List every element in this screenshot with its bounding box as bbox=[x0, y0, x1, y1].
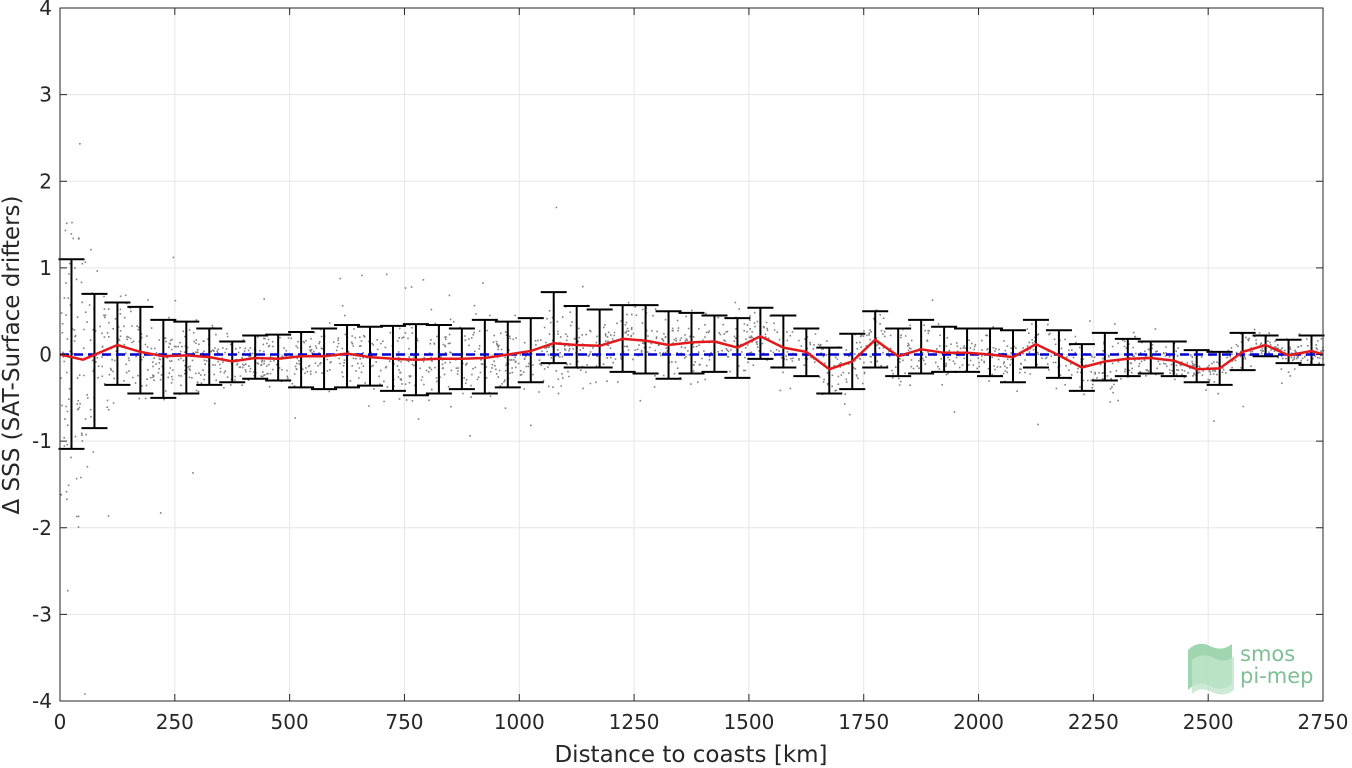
y-tick-label-0: -4 bbox=[32, 689, 52, 713]
error-bar-36 bbox=[885, 327, 912, 378]
error-bar-9 bbox=[265, 333, 292, 382]
error-bar-45 bbox=[1091, 331, 1118, 382]
x-tick-label-0: 0 bbox=[54, 710, 67, 734]
y-tick-label-1: -3 bbox=[32, 602, 52, 626]
error-bar-21 bbox=[540, 291, 567, 365]
error-bar-39 bbox=[954, 327, 981, 373]
y-tick-label-8: 4 bbox=[39, 0, 52, 20]
median-line bbox=[59, 335, 1324, 371]
error-bar-12 bbox=[334, 324, 361, 389]
x-tick-label-3: 750 bbox=[385, 710, 423, 734]
y-tick-label-6: 2 bbox=[39, 169, 52, 193]
error-bar-23 bbox=[586, 308, 613, 369]
x-tick-label-11: 2750 bbox=[1298, 710, 1349, 734]
y-tick-label-3: -1 bbox=[32, 429, 52, 453]
y-tick-label-2: -2 bbox=[32, 516, 52, 540]
smos-pi-mep-logo: smos pi-mep bbox=[1188, 642, 1313, 695]
x-tick-label-9: 2250 bbox=[1068, 710, 1119, 734]
error-bar-2 bbox=[104, 301, 131, 386]
x-tick-label-10: 2500 bbox=[1183, 710, 1234, 734]
error-bar-48 bbox=[1160, 340, 1187, 378]
error-bar-33 bbox=[816, 346, 843, 395]
x-tick-label-2: 500 bbox=[271, 710, 309, 734]
error-bar-28 bbox=[701, 314, 728, 373]
y-axis-ticks: -4 -3 -2 -1 0 1 2 3 4 bbox=[32, 0, 1323, 713]
x-tick-label-1: 250 bbox=[156, 710, 194, 734]
error-bar-3 bbox=[127, 305, 154, 395]
error-bar-10 bbox=[288, 330, 315, 389]
error-bar-1 bbox=[81, 292, 108, 430]
error-bar-5 bbox=[173, 320, 200, 395]
y-axis-title: Δ SSS (SAT-Surface drifters) bbox=[0, 196, 25, 515]
error-bar-30 bbox=[747, 306, 774, 360]
x-tick-label-6: 1500 bbox=[723, 710, 774, 734]
logo-line2: pi-mep bbox=[1240, 664, 1313, 688]
error-bar-53 bbox=[1275, 338, 1302, 365]
error-bar-25 bbox=[632, 304, 659, 375]
error-bars bbox=[58, 258, 1325, 450]
error-bar-37 bbox=[908, 318, 935, 375]
y-tick-label-4: 0 bbox=[39, 343, 52, 367]
x-tick-label-4: 1000 bbox=[494, 710, 545, 734]
error-bar-4 bbox=[150, 318, 177, 399]
x-tick-label-8: 2000 bbox=[953, 710, 1004, 734]
error-bar-11 bbox=[311, 327, 338, 391]
logo-line1: smos bbox=[1240, 642, 1295, 666]
x-tick-label-5: 1250 bbox=[609, 710, 660, 734]
x-axis-title: Distance to coasts [km] bbox=[554, 742, 827, 768]
error-bar-40 bbox=[977, 327, 1004, 378]
logo-wave-icon bbox=[1188, 643, 1234, 695]
median-series-line bbox=[59, 335, 1324, 371]
error-bar-18 bbox=[471, 318, 498, 395]
error-bar-31 bbox=[770, 314, 797, 369]
y-tick-label-7: 3 bbox=[39, 83, 52, 107]
error-bar-38 bbox=[931, 325, 958, 373]
y-tick-label-5: 1 bbox=[39, 256, 52, 280]
x-tick-label-7: 1750 bbox=[838, 710, 889, 734]
error-bar-0 bbox=[58, 258, 85, 450]
x-axis-ticks: 0 250 500 750 1000 1250 1500 1750 2000 2250 2500 27… bbox=[54, 8, 1349, 734]
error-bar-46 bbox=[1114, 337, 1141, 378]
error-bar-22 bbox=[563, 304, 590, 369]
